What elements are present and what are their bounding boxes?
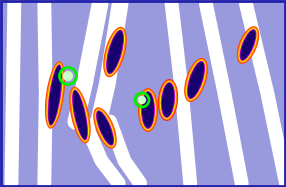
Ellipse shape <box>70 88 90 142</box>
Ellipse shape <box>140 90 156 130</box>
Ellipse shape <box>138 88 158 132</box>
Ellipse shape <box>238 27 258 63</box>
Ellipse shape <box>159 80 177 120</box>
Ellipse shape <box>47 63 63 127</box>
Ellipse shape <box>185 59 207 101</box>
Ellipse shape <box>104 28 126 76</box>
Ellipse shape <box>160 81 176 119</box>
Ellipse shape <box>95 109 115 147</box>
Ellipse shape <box>103 27 127 77</box>
Ellipse shape <box>240 29 257 61</box>
Circle shape <box>138 96 146 104</box>
Ellipse shape <box>71 89 89 141</box>
Ellipse shape <box>73 91 87 140</box>
Ellipse shape <box>45 61 65 129</box>
Ellipse shape <box>93 107 117 149</box>
Ellipse shape <box>46 62 64 128</box>
Ellipse shape <box>69 87 91 143</box>
Ellipse shape <box>188 62 204 98</box>
Ellipse shape <box>94 108 116 148</box>
Ellipse shape <box>48 64 62 126</box>
Ellipse shape <box>96 110 114 146</box>
Ellipse shape <box>97 111 113 145</box>
Ellipse shape <box>241 30 256 60</box>
Ellipse shape <box>186 60 206 100</box>
Ellipse shape <box>141 91 155 129</box>
Ellipse shape <box>187 61 205 99</box>
Ellipse shape <box>107 31 123 73</box>
Ellipse shape <box>237 26 259 64</box>
Ellipse shape <box>239 28 257 62</box>
Ellipse shape <box>161 82 175 118</box>
Ellipse shape <box>139 89 157 131</box>
Ellipse shape <box>162 83 174 117</box>
Ellipse shape <box>158 79 178 121</box>
Ellipse shape <box>142 92 154 128</box>
Ellipse shape <box>105 29 125 75</box>
Ellipse shape <box>106 30 124 74</box>
Ellipse shape <box>49 65 61 125</box>
Ellipse shape <box>72 90 88 140</box>
Circle shape <box>63 71 73 81</box>
Ellipse shape <box>184 58 208 102</box>
